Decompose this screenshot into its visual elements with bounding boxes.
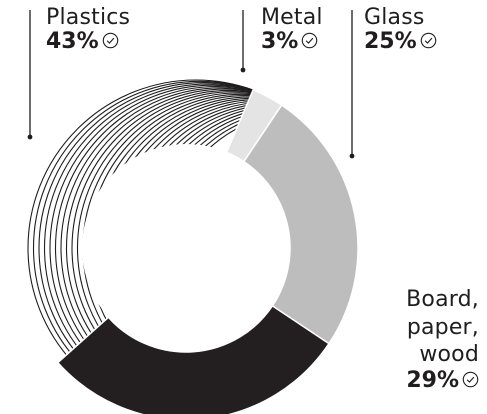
slice-value-glass: 25% [364, 29, 417, 55]
check-circle-icon [420, 32, 436, 49]
leader-dot-metal [240, 67, 246, 73]
slice-glass [242, 104, 359, 345]
slice-value-board: 29% [406, 367, 459, 393]
slice-value-metal: 3% [261, 29, 299, 55]
label-glass: Glass 25% [364, 5, 437, 55]
slice-board-paper-wood [56, 304, 330, 414]
label-board-paper-wood: Board, paper, wood 29% [406, 286, 479, 393]
leader-lines [27, 10, 355, 159]
label-metal: Metal 3% [261, 5, 323, 55]
slice-name-glass: Glass [364, 5, 425, 30]
check-circle-icon [462, 371, 479, 387]
leader-dot-plastics [27, 134, 33, 140]
hatch-line [38, 82, 254, 363]
slice-name-metal: Metal [261, 5, 323, 30]
hatch-line [71, 89, 254, 363]
leader-dot-glass [349, 153, 355, 159]
donut-slices [27, 79, 359, 414]
hatch-line [76, 91, 254, 363]
hatch-line [60, 87, 254, 363]
label-plastics: Plastics 43% [46, 5, 131, 55]
hatch-line [54, 85, 254, 363]
hatch-line [65, 88, 254, 363]
hatch-line [27, 79, 254, 363]
slice-value-plastics: 43% [46, 29, 99, 55]
check-circle-icon [102, 32, 118, 49]
check-circle-icon [302, 32, 318, 49]
hatch-line [49, 84, 254, 363]
hatch-line [32, 80, 254, 363]
hatch-line [43, 83, 254, 363]
slice-name-board: Board, paper, wood [406, 287, 479, 367]
slice-name-plastics: Plastics [46, 5, 131, 30]
